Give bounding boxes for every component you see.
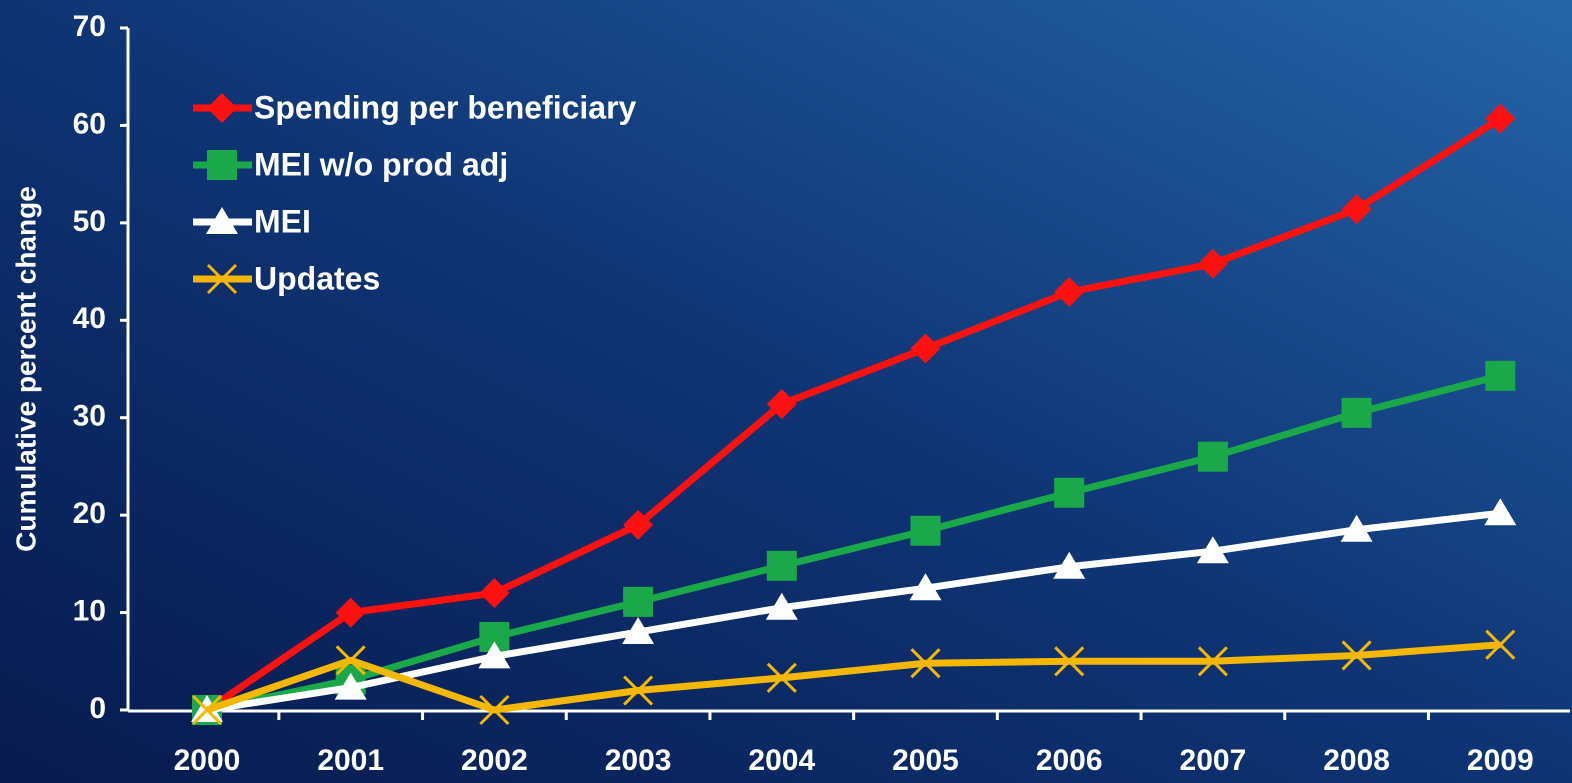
y-tick-label: 30 xyxy=(73,400,106,433)
x-tick-label: 2004 xyxy=(748,744,815,777)
legend-label: Spending per beneficiary xyxy=(254,89,637,125)
y-tick-label: 70 xyxy=(73,10,106,43)
y-tick-label: 50 xyxy=(73,205,106,238)
legend-label: Updates xyxy=(254,260,380,296)
x-tick-label: 2003 xyxy=(605,744,672,777)
data-point xyxy=(1197,248,1228,279)
series-line xyxy=(205,641,1501,714)
data-point xyxy=(335,597,366,628)
data-point xyxy=(622,617,655,645)
data-point xyxy=(1341,640,1372,671)
data-point xyxy=(1341,194,1372,225)
y-tick-label: 10 xyxy=(73,594,106,627)
legend-marker xyxy=(206,263,238,295)
y-tick-label: 20 xyxy=(73,497,106,530)
legend-marker xyxy=(207,150,237,180)
series-line xyxy=(206,372,1502,714)
data-point xyxy=(623,675,654,706)
x-tick-label: 2008 xyxy=(1323,744,1390,777)
y-axis-label: Cumulative percent change xyxy=(10,186,41,552)
data-point xyxy=(1053,551,1086,579)
data-point xyxy=(1484,498,1517,526)
series-line xyxy=(206,509,1501,714)
data-point xyxy=(910,515,941,546)
data-point xyxy=(909,573,942,601)
data-point xyxy=(765,592,798,620)
data-point xyxy=(1054,646,1085,677)
data-point xyxy=(1196,536,1229,564)
data-point xyxy=(479,694,510,726)
data-point xyxy=(623,509,654,540)
x-tick-label: 2001 xyxy=(317,744,384,777)
legend-marker xyxy=(207,93,237,123)
data-point xyxy=(479,578,510,609)
data-point xyxy=(910,333,941,364)
x-tick-label: 2000 xyxy=(174,744,241,777)
data-point xyxy=(1341,397,1372,428)
x-tick-label: 2007 xyxy=(1180,744,1247,777)
legend-marker xyxy=(206,207,238,234)
data-point xyxy=(1054,477,1085,508)
data-point xyxy=(1485,629,1516,660)
data-point xyxy=(334,672,367,700)
data-point xyxy=(1197,646,1228,677)
y-tick-label: 60 xyxy=(73,107,106,140)
y-tick-label: 40 xyxy=(73,302,106,335)
data-point xyxy=(1054,277,1085,308)
data-point xyxy=(623,586,654,617)
x-tick-label: 2006 xyxy=(1036,744,1103,777)
legend-label: MEI w/o prod adj xyxy=(254,146,508,182)
data-point xyxy=(1340,514,1373,542)
series-line xyxy=(205,115,1503,713)
data-point xyxy=(766,550,797,581)
legend-label: MEI xyxy=(254,203,311,239)
x-tick-label: 2002 xyxy=(461,744,528,777)
y-tick-label: 0 xyxy=(89,692,106,725)
data-point xyxy=(478,641,511,669)
data-point xyxy=(1485,360,1516,391)
data-point xyxy=(910,648,941,679)
data-point xyxy=(191,694,223,726)
data-point xyxy=(1485,103,1516,134)
data-point xyxy=(766,662,797,693)
data-point xyxy=(766,389,797,420)
x-tick-label: 2009 xyxy=(1467,744,1534,777)
x-tick-label: 2005 xyxy=(892,744,959,777)
data-point xyxy=(335,645,366,676)
data-point xyxy=(1197,441,1228,472)
